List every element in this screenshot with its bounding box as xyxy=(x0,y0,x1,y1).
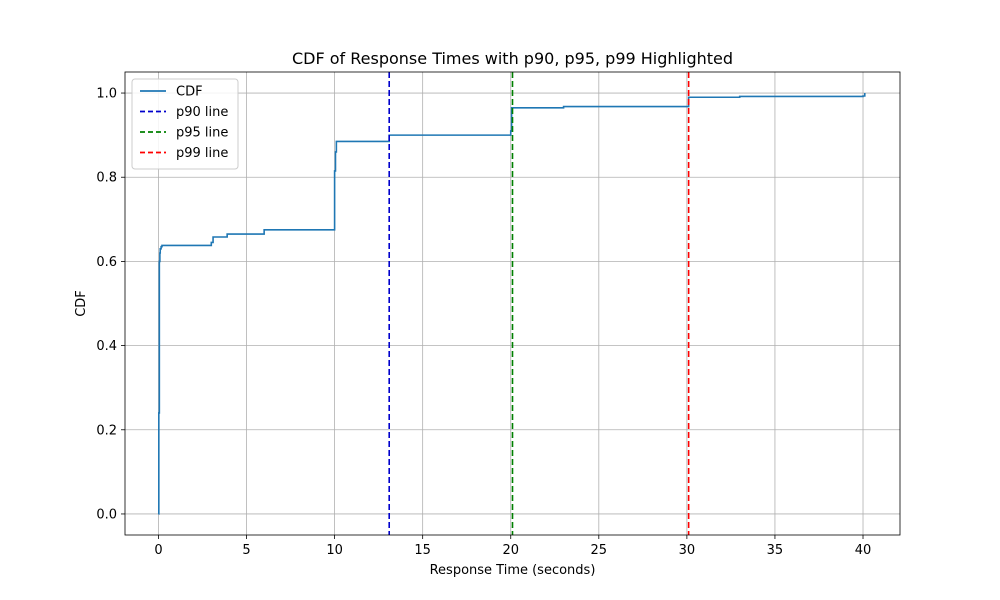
x-tick-label: 35 xyxy=(767,543,784,558)
x-axis-label: Response Time (seconds) xyxy=(430,563,596,578)
y-tick-label: 0.2 xyxy=(96,423,117,438)
x-tick-label: 25 xyxy=(591,543,608,558)
x-tick-label: 0 xyxy=(154,543,162,558)
x-tick-label: 30 xyxy=(679,543,696,558)
plot-area xyxy=(158,72,866,535)
y-axis-label: CDF xyxy=(74,290,89,317)
y-tick-label: 1.0 xyxy=(96,87,117,102)
chart-title: CDF of Response Times with p90, p95, p99… xyxy=(292,49,733,68)
cdf-series-line xyxy=(158,93,866,515)
x-tick-label: 10 xyxy=(326,543,343,558)
legend-label: CDF xyxy=(176,85,203,100)
legend-label: p99 line xyxy=(176,146,228,161)
legend-label: p95 line xyxy=(176,126,228,141)
y-tick-label: 0.6 xyxy=(96,255,117,270)
axes-frame xyxy=(124,71,901,536)
x-tick-label: 5 xyxy=(242,543,250,558)
x-tick-label: 15 xyxy=(414,543,431,558)
legend: CDF p90 line p95 line p99 line xyxy=(131,78,239,170)
legend-label: p90 line xyxy=(176,105,228,120)
x-tick-label: 20 xyxy=(502,543,519,558)
x-tick-label: 40 xyxy=(855,543,872,558)
ticks: 0 5 10 15 20 25 30 35 40 0.0 0.2 0.4 0.6 0.8 1.0 xyxy=(96,87,871,558)
y-tick-label: 0.4 xyxy=(96,339,117,354)
legend-frame xyxy=(131,78,239,170)
y-tick-label: 0.0 xyxy=(96,507,117,522)
y-tick-label: 0.8 xyxy=(96,171,117,186)
